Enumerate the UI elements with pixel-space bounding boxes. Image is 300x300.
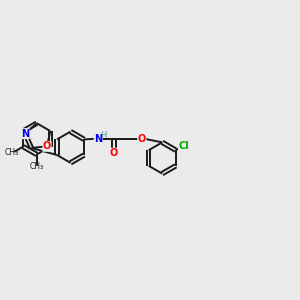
Text: N: N [94,134,102,144]
Text: O: O [138,134,146,144]
Text: O: O [43,141,51,151]
Text: O: O [110,148,118,158]
Text: CH₃: CH₃ [4,148,19,157]
Text: Cl: Cl [178,140,189,151]
Text: H: H [100,131,106,140]
Text: CH₃: CH₃ [30,162,44,171]
Text: N: N [21,129,29,139]
